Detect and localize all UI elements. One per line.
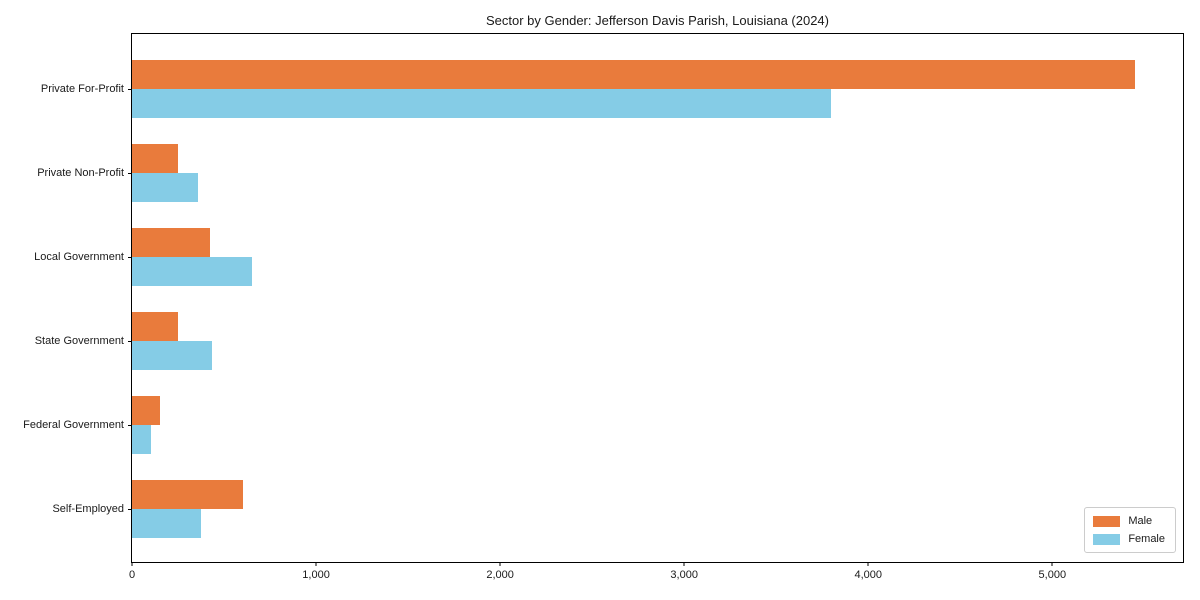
bar-female-5 bbox=[132, 509, 202, 538]
x-axis-tick bbox=[1051, 562, 1053, 566]
bar-female-4 bbox=[132, 425, 152, 454]
x-axis-tick bbox=[867, 562, 869, 566]
y-axis-tick bbox=[128, 508, 132, 510]
legend-item-male: Male bbox=[1093, 515, 1165, 527]
bar-male-4 bbox=[132, 396, 160, 425]
category-label: Private For-Profit bbox=[40, 83, 124, 95]
x-axis-tick bbox=[499, 562, 501, 566]
female-color-swatch bbox=[1093, 533, 1121, 545]
plot-area: Male Female Private For-Profit Private No… bbox=[23, 33, 1184, 581]
x-axis-tick bbox=[131, 562, 133, 566]
bar-male-0 bbox=[132, 60, 1136, 89]
bar-male-3 bbox=[132, 312, 179, 341]
x-axis-tick-label: 3,000 bbox=[670, 569, 698, 581]
y-axis-tick bbox=[128, 340, 132, 342]
male-color-swatch bbox=[1093, 515, 1121, 527]
bar-male-5 bbox=[132, 480, 244, 509]
x-axis-tick-label: 4,000 bbox=[854, 569, 883, 581]
y-axis-tick bbox=[128, 88, 132, 90]
bar-male-2 bbox=[132, 228, 211, 257]
category-label: State Government bbox=[34, 335, 124, 347]
x-axis-tick bbox=[315, 562, 317, 566]
bar-female-3 bbox=[132, 341, 213, 370]
legend: Male Female bbox=[1084, 507, 1176, 553]
x-axis-tick-label: 2,000 bbox=[486, 569, 514, 581]
chart-title: Sector by Gender: Jefferson Davis Parish… bbox=[486, 13, 829, 28]
category-label: Local Government bbox=[34, 251, 124, 263]
bar-female-2 bbox=[132, 257, 252, 286]
y-axis-tick bbox=[128, 172, 132, 174]
x-axis-tick-label: 5,000 bbox=[1038, 569, 1067, 581]
category-label: Self-Employed bbox=[52, 503, 124, 515]
y-axis-tick bbox=[128, 256, 132, 258]
x-axis-tick-label: 0 bbox=[128, 569, 136, 581]
category-label: Federal Government bbox=[23, 419, 124, 431]
legend-item-female: Female bbox=[1093, 533, 1165, 545]
y-axis-tick bbox=[128, 424, 132, 426]
x-axis-tick-label: 1,000 bbox=[302, 569, 330, 581]
category-label: Private Non-Profit bbox=[37, 167, 124, 179]
bar-male-1 bbox=[132, 144, 179, 173]
bar-female-0 bbox=[132, 89, 832, 118]
x-axis-tick bbox=[683, 562, 685, 566]
legend-label-male: Male bbox=[1128, 515, 1153, 527]
legend-label-female: Female bbox=[1128, 533, 1165, 545]
bar-female-1 bbox=[132, 173, 199, 202]
